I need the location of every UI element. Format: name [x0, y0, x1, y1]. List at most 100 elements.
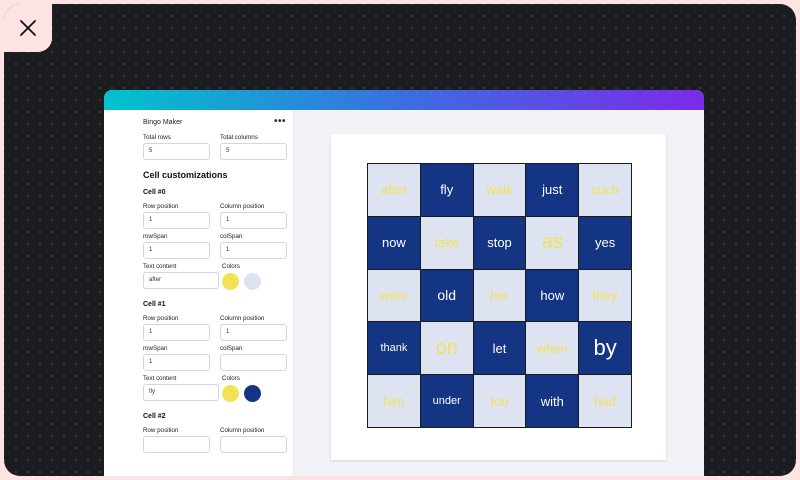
bingo-cell-text: thank	[380, 342, 408, 355]
cell-1-colspan-input[interactable]	[220, 354, 287, 371]
cell-0-bg-color-swatch[interactable]	[244, 272, 261, 290]
bingo-cell[interactable]: after	[368, 164, 420, 216]
bingo-cell-text: as	[541, 231, 563, 254]
cell-0-text-color-swatch[interactable]	[222, 272, 239, 290]
colors-label: Colors	[222, 375, 240, 382]
bingo-cell[interactable]: take	[420, 216, 473, 269]
cell-1-text-color-swatch[interactable]	[222, 384, 239, 402]
cell-0-column-position-input[interactable]: 1	[220, 212, 287, 229]
bingo-cell[interactable]: they	[579, 269, 631, 322]
bingo-cell-text: fly	[440, 182, 454, 198]
column-position-label: Column position	[220, 315, 265, 322]
bingo-cell-text: by	[593, 335, 617, 361]
bingo-cell[interactable]: were	[368, 269, 420, 322]
bingo-cell[interactable]: as	[526, 216, 579, 269]
bingo-cell-text: old	[437, 287, 457, 304]
total-rows-input[interactable]: 5	[143, 143, 210, 160]
cell-1-text-input[interactable]: fly	[143, 384, 219, 401]
column-position-label: Column position	[220, 427, 265, 434]
bingo-cell-text: they	[592, 287, 618, 303]
cell-1-group: Cell #1 Row position 1 Column position 1…	[143, 301, 287, 402]
bingo-cell-text: how	[540, 287, 565, 303]
bingo-cell[interactable]: had	[579, 375, 631, 427]
rowspan-label: rowSpan	[143, 233, 168, 240]
column-position-label: Column position	[220, 203, 265, 210]
bingo-cell[interactable]: when	[526, 322, 579, 375]
cell-0-rowspan-input[interactable]: 1	[143, 242, 210, 259]
text-content-label: Text content	[143, 263, 177, 270]
cell-0-text-input[interactable]: after	[143, 272, 219, 289]
cell-2-group: Cell #2 Row position Column position	[143, 413, 287, 453]
bingo-cell[interactable]: stop	[473, 216, 526, 269]
bingo-cell[interactable]: thank	[368, 322, 420, 375]
cell-0-colspan-input[interactable]: 1	[220, 242, 287, 259]
bingo-cell[interactable]: fly	[420, 164, 473, 216]
cell-2-column-position-input[interactable]	[220, 436, 287, 453]
bingo-cell[interactable]: on	[420, 322, 473, 375]
colors-label: Colors	[222, 263, 240, 270]
bingo-cell[interactable]: old	[420, 269, 473, 322]
cell-1-title: Cell #1	[143, 301, 166, 308]
bingo-cell-text: him	[383, 393, 405, 409]
rowspan-label: rowSpan	[143, 345, 168, 352]
bingo-cell-text: just	[542, 182, 563, 198]
bingo-cell[interactable]: now	[368, 216, 420, 269]
bingo-cell-text: on	[435, 336, 458, 359]
app-window: Bingo Maker ••• Total rows 5 Total colum…	[104, 90, 704, 476]
close-icon	[20, 20, 36, 36]
bingo-cell[interactable]: her	[473, 269, 526, 322]
cell-1-bg-color-swatch[interactable]	[244, 384, 261, 402]
more-options-button[interactable]: •••	[273, 116, 286, 127]
bingo-cell-text: too	[490, 393, 509, 409]
row-position-label: Row position	[143, 315, 179, 322]
cell-1-column-position-input[interactable]: 1	[220, 324, 287, 341]
close-button[interactable]	[4, 4, 52, 52]
total-columns-label: Total columns	[220, 134, 258, 141]
bingo-cell-text: after	[380, 182, 407, 198]
bingo-cell-text: her	[490, 287, 509, 303]
row-position-label: Row position	[143, 203, 179, 210]
cell-2-title: Cell #2	[143, 413, 166, 420]
bingo-cell[interactable]: him	[368, 375, 420, 427]
cell-2-row-position-input[interactable]	[143, 436, 210, 453]
cell-0-row-position-input[interactable]: 1	[143, 212, 210, 229]
design-canvas: after fly walk just such now take stop as yes were…	[294, 110, 704, 476]
bingo-cell-text: such	[591, 182, 619, 198]
cell-0-group: Cell #0 Row position 1 Column position 1…	[143, 189, 287, 290]
bingo-cell[interactable]: walk	[473, 164, 526, 216]
design-page: after fly walk just such now take stop as yes were…	[331, 134, 666, 460]
bingo-cell[interactable]: with	[526, 375, 579, 427]
text-content-label: Text content	[143, 375, 177, 382]
bingo-cell-text: were	[379, 287, 408, 303]
cell-customizations-heading: Cell customizations	[143, 170, 228, 180]
row-position-label: Row position	[143, 427, 179, 434]
bingo-cell[interactable]: how	[526, 269, 579, 322]
bingo-cell[interactable]: let	[473, 322, 526, 375]
bingo-cell-text: let	[492, 340, 507, 356]
canvas-background: Bingo Maker ••• Total rows 5 Total colum…	[4, 4, 796, 476]
bingo-cell-text: now	[381, 235, 406, 251]
total-rows-label: Total rows	[143, 134, 171, 141]
bingo-cell-text: with	[540, 393, 564, 409]
bingo-cell-text: walk	[486, 182, 513, 198]
bingo-cell-text: when	[536, 340, 568, 356]
sidebar-panel: Bingo Maker ••• Total rows 5 Total colum…	[104, 110, 294, 476]
app-title: Bingo Maker	[143, 118, 183, 126]
total-columns-input[interactable]: 5	[220, 143, 287, 160]
colspan-label: colSpan	[220, 345, 243, 352]
bingo-cell[interactable]: under	[420, 375, 473, 427]
bingo-cell-text: had	[594, 393, 616, 409]
bingo-cell[interactable]: by	[579, 322, 631, 375]
bingo-cell-text: stop	[487, 235, 512, 251]
bingo-cell-text: yes	[594, 235, 616, 251]
bingo-cell[interactable]: too	[473, 375, 526, 427]
bingo-cell[interactable]: yes	[579, 216, 631, 269]
app-header-bar	[104, 90, 704, 110]
bingo-cell[interactable]: such	[579, 164, 631, 216]
cell-0-title: Cell #0	[143, 189, 166, 196]
cell-1-rowspan-input[interactable]: 1	[143, 354, 210, 371]
bingo-cell-text: take	[434, 235, 459, 251]
bingo-board: after fly walk just such now take stop as yes were…	[367, 163, 632, 428]
cell-1-row-position-input[interactable]: 1	[143, 324, 210, 341]
bingo-cell[interactable]: just	[526, 164, 579, 216]
